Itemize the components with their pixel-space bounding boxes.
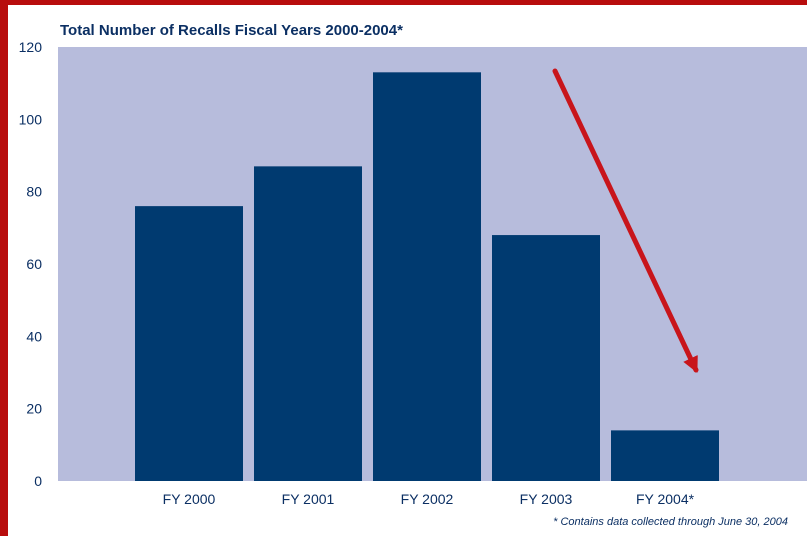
recalls-bar-chart: Total Number of Recalls Fiscal Years 200… [19, 22, 807, 528]
bar [492, 235, 600, 481]
y-tick-label: 0 [34, 473, 42, 489]
trend-arrow [552, 68, 699, 373]
chart-footnote: * Contains data collected through June 3… [553, 516, 788, 528]
bar [135, 206, 243, 481]
y-tick-label: 40 [26, 328, 42, 344]
x-category-label: FY 2000 [163, 491, 216, 507]
bar [373, 72, 481, 482]
chart-frame: Total Number of Recalls Fiscal Years 200… [8, 5, 807, 536]
x-category-label: FY 2003 [520, 491, 573, 507]
x-category-label: FY 2001 [282, 491, 335, 507]
y-tick-label: 20 [26, 401, 42, 417]
x-axis-labels: FY 2000 FY 2001 FY 2002 FY 2003 FY 2004* [163, 491, 695, 507]
x-category-label: FY 2004* [636, 491, 695, 507]
bars [135, 72, 719, 482]
y-tick-label: 60 [26, 256, 42, 272]
bar [254, 166, 362, 481]
chart-title: Total Number of Recalls Fiscal Years 200… [60, 22, 403, 39]
x-category-label: FY 2002 [401, 491, 454, 507]
y-tick-label: 120 [19, 39, 43, 55]
y-tick-label: 80 [26, 184, 42, 200]
bar [611, 430, 719, 481]
y-tick-label: 100 [19, 111, 43, 127]
y-axis-ticks: 0 20 40 60 80 100 120 [19, 39, 43, 489]
